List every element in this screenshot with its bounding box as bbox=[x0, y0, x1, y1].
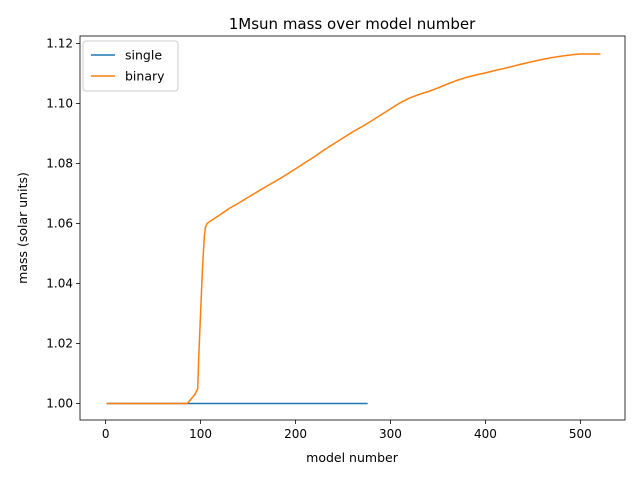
legend-label-binary: binary bbox=[125, 69, 165, 84]
x-tick-label: 0 bbox=[102, 427, 110, 441]
y-tick-label: 1.10 bbox=[46, 97, 73, 111]
plot-area: 0 100 200 300 400 500 1.00 1.02 1.04 1.06 1.08 1.10… bbox=[46, 35, 626, 441]
x-axis-label: model number bbox=[306, 450, 399, 465]
x-tick-label: 200 bbox=[284, 427, 307, 441]
series-line-binary bbox=[106, 53, 601, 405]
x-tick-label: 500 bbox=[569, 427, 592, 441]
y-tick-label: 1.00 bbox=[46, 397, 73, 411]
y-tick-label: 1.04 bbox=[46, 277, 73, 291]
y-tick-label: 1.06 bbox=[46, 217, 73, 231]
legend-box bbox=[82, 40, 179, 92]
x-tick-label: 100 bbox=[189, 427, 212, 441]
x-tick-label: 300 bbox=[379, 427, 402, 441]
legend-label-single: single bbox=[125, 48, 162, 63]
x-tick-label: 400 bbox=[474, 427, 497, 441]
legend: single binary bbox=[82, 40, 179, 92]
y-tick-label: 1.08 bbox=[46, 157, 73, 171]
y-axis-label: mass (solar units) bbox=[15, 172, 30, 284]
chart-title: 1Msun mass over model number bbox=[229, 15, 476, 33]
y-tick-label: 1.02 bbox=[46, 337, 73, 351]
axes-frame bbox=[79, 35, 626, 421]
y-tick-label: 1.12 bbox=[46, 37, 73, 51]
